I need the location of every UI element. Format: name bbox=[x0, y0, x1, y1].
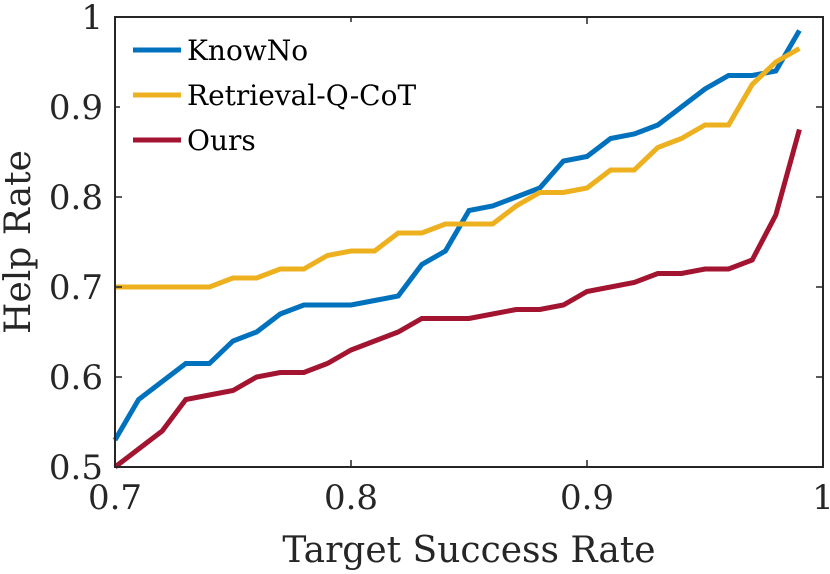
legend-entry-label: Ours bbox=[187, 124, 256, 157]
series-line-ours bbox=[113, 128, 802, 469]
x-tick-label: 0.9 bbox=[560, 478, 614, 518]
y-tick-label: 0.9 bbox=[49, 88, 103, 128]
y-tick-label: 0.5 bbox=[49, 448, 103, 488]
legend-entry-label: Retrieval-Q-CoT bbox=[187, 79, 416, 112]
x-tick-label: 0.8 bbox=[324, 478, 378, 518]
y-tick-label: 0.7 bbox=[49, 268, 103, 308]
x-tick-label: 1 bbox=[812, 478, 830, 518]
y-tick-label: 1 bbox=[81, 0, 103, 38]
series-line-knowno bbox=[112, 29, 802, 442]
legend-entry-label: KnowNo bbox=[187, 34, 308, 67]
plot-series bbox=[112, 29, 802, 469]
y-axis-label: Help Rate bbox=[0, 150, 39, 334]
series-line-retrieval-q-cot bbox=[115, 46, 801, 290]
x-axis-label: Target Success Rate bbox=[282, 530, 655, 571]
y-tick-label: 0.6 bbox=[49, 358, 103, 398]
x-tick-label: 0.7 bbox=[88, 478, 142, 518]
tick-labels: 0.7 0.8 0.9 1 0.5 0.6 0.7 0.8 0.9 1 bbox=[49, 0, 830, 518]
legend: KnowNo Retrieval-Q-CoT Ours bbox=[120, 22, 450, 164]
y-tick-label: 0.8 bbox=[49, 178, 103, 218]
plot-area-frame bbox=[114, 16, 824, 468]
